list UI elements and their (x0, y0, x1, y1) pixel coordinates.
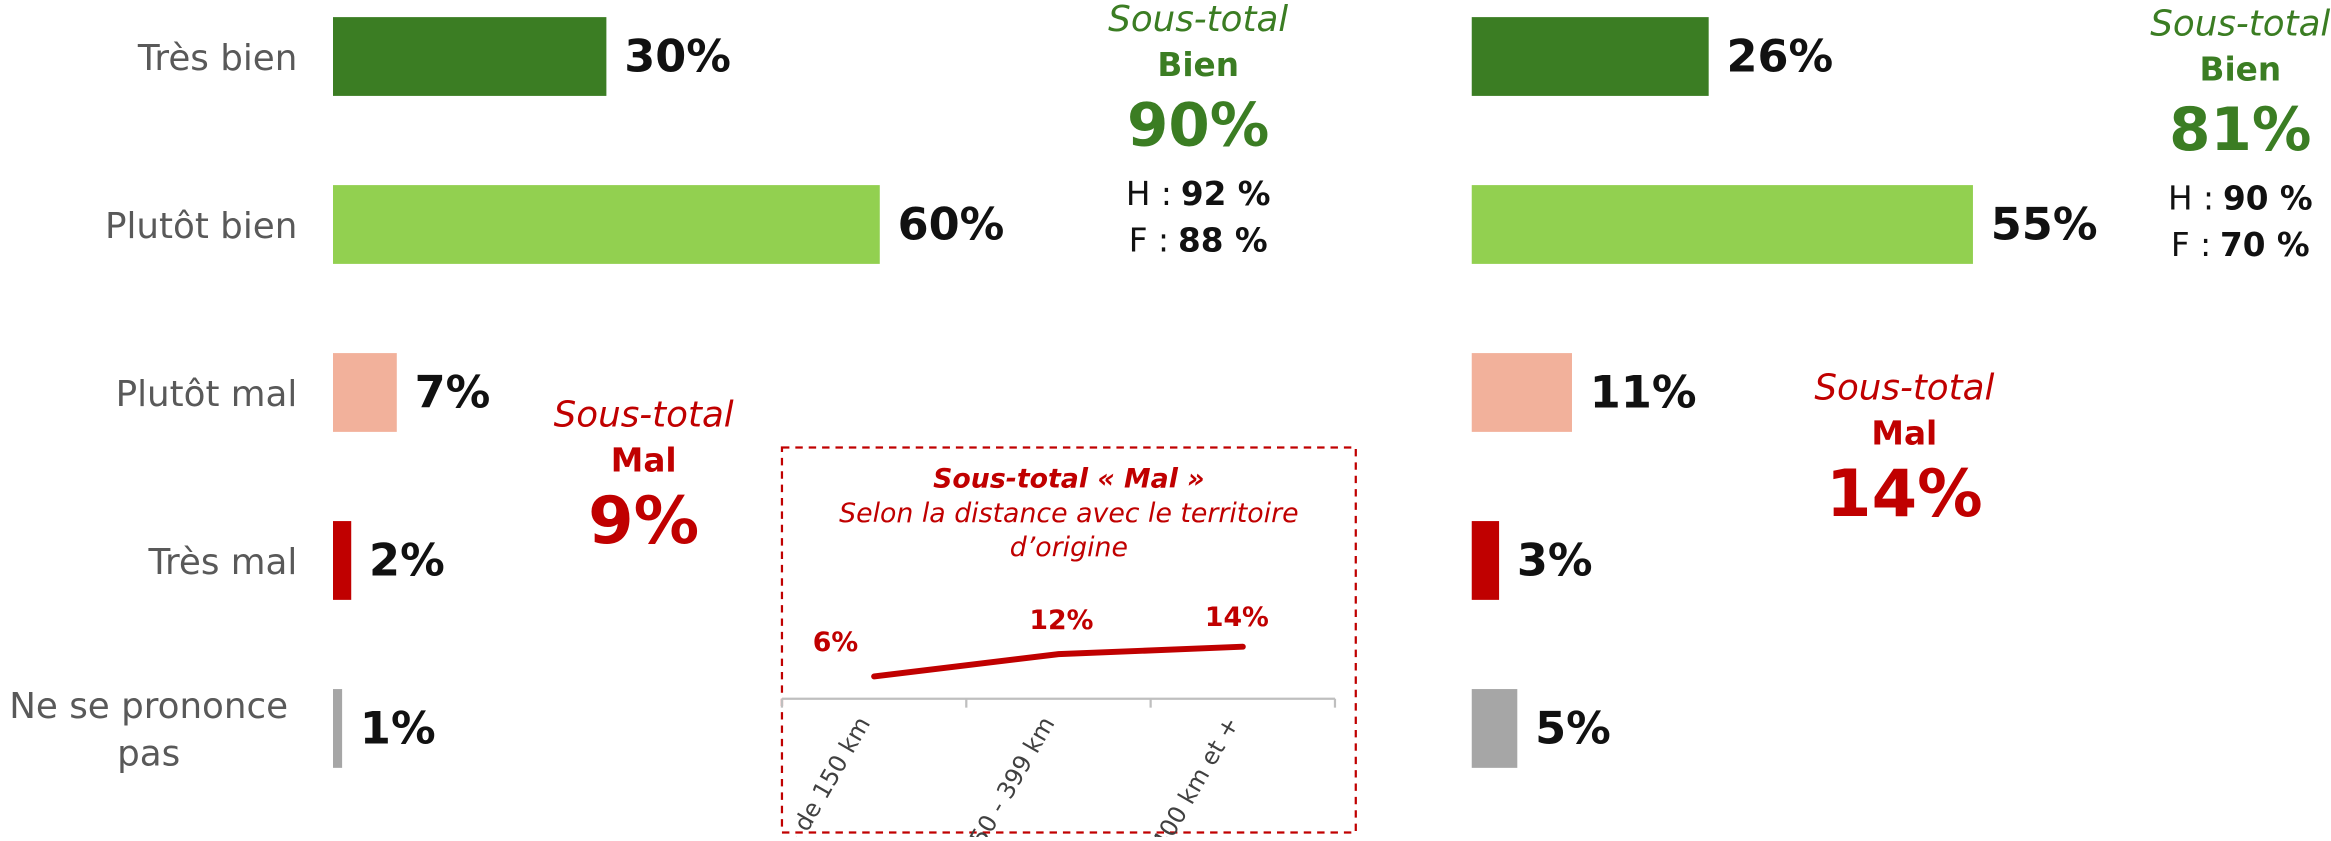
category-label: Très bien (137, 36, 298, 79)
value-label: 3% (1517, 534, 1593, 586)
category-label-box: Plutôt bien (104, 204, 298, 247)
breakdown: F :70 % (2171, 226, 2310, 264)
subtitle-box: Selon la distance avec le territoire d’o… (839, 498, 1299, 564)
value-label: 5% (1535, 702, 1611, 754)
value-label: 12% (1029, 605, 1093, 636)
category-label-box: Plutôt mal (115, 372, 298, 415)
x-tick-label: 400 km et + (1146, 712, 1245, 837)
value-label: 30% (624, 30, 731, 82)
subtitle: Selon la distance avec le territoire d’o… (839, 498, 1299, 564)
value-label: 11% (1590, 366, 1697, 418)
subtotal-value: 90% (1127, 91, 1269, 160)
value-label: 14% (1205, 602, 1269, 633)
line (871, 643, 1246, 680)
bar (1471, 185, 1973, 264)
bar (333, 17, 607, 96)
inset-frame (780, 446, 1357, 834)
bar (333, 185, 880, 264)
breakdown-value: 90 % (2223, 180, 2313, 218)
category-label-box: Très bien (137, 36, 298, 79)
value-label: 1% (360, 702, 436, 754)
breakdown: H :90 % (2168, 180, 2313, 218)
category-label: Plutôt bien (104, 204, 298, 247)
breakdown-value: 88 % (1178, 221, 1268, 259)
value-label: 55% (1991, 198, 2098, 250)
value-label: 7% (415, 366, 491, 418)
subtotal-label: Bien (1157, 46, 1239, 84)
bar (333, 689, 343, 768)
value-label: 2% (369, 534, 445, 586)
subtotal-label: Bien (2200, 50, 2282, 88)
subtotal-label: Mal (1871, 415, 1937, 453)
subtotal-value: 14% (1826, 456, 1983, 532)
breakdown-label: F : (2171, 226, 2211, 264)
breakdown-label: F : (1129, 221, 1169, 259)
breakdown: H :92 % (1126, 175, 1271, 213)
value-label: 6% (813, 627, 858, 658)
bar (1471, 17, 1709, 96)
category-label-box: Très mal (148, 540, 298, 583)
category-label-box: Ne se prononce pas (9, 684, 289, 774)
subtotal-title: Sous-total (554, 394, 734, 435)
subtotal-value: 81% (2169, 96, 2311, 165)
subtotal-title: Sous-total (1814, 368, 1994, 409)
category-label: Ne se prononce pas (9, 684, 289, 774)
category-label: Très mal (148, 540, 298, 583)
bar (1471, 689, 1518, 768)
breakdown: F :88 % (1129, 221, 1268, 259)
value-label: 26% (1727, 30, 1834, 82)
subtotal-label: Mal (611, 441, 677, 479)
subtotal-title: Sous-total (2150, 3, 2330, 44)
subtotal-value: 9% (588, 483, 699, 559)
breakdown-value: 92 % (1181, 175, 1271, 213)
bar (1471, 521, 1500, 600)
x-tick-label: - de 150 km (780, 712, 876, 837)
subtotal-title: Sous-total (1108, 0, 1288, 40)
bar (333, 353, 397, 432)
inset-title: Sous-total « Mal » (933, 464, 1204, 495)
bar (1471, 353, 1572, 432)
breakdown-label: H : (2168, 180, 2214, 218)
breakdown-value: 70 % (2220, 226, 2310, 264)
bar (333, 521, 352, 600)
category-label: Plutôt mal (115, 372, 298, 415)
breakdown-label: H : (1126, 175, 1172, 213)
value-label: 60% (898, 198, 1005, 250)
x-tick-label: 150 - 399 km (957, 712, 1061, 837)
